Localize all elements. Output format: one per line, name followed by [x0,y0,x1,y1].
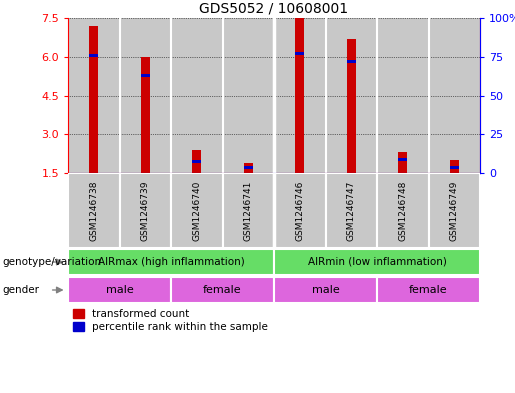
Text: female: female [409,285,448,295]
FancyBboxPatch shape [119,173,171,248]
Text: male: male [312,285,339,295]
Text: gender: gender [3,285,40,295]
Bar [89,26,98,173]
Bar [192,160,201,163]
Bar [244,166,253,169]
Bar [428,18,480,173]
Bar [398,152,407,173]
Bar [398,158,407,162]
FancyBboxPatch shape [377,173,428,248]
Text: GSM1246746: GSM1246746 [295,180,304,241]
Bar [347,60,356,63]
Text: AIRmax (high inflammation): AIRmax (high inflammation) [98,257,245,267]
Bar [171,18,222,173]
Bar [274,18,325,173]
Bar [141,57,150,173]
Bar [222,18,274,173]
Text: GSM1246738: GSM1246738 [89,180,98,241]
Bar [244,163,253,173]
Bar [192,150,201,173]
FancyBboxPatch shape [325,173,377,248]
Bar [450,160,459,173]
Bar [325,18,377,173]
Text: GSM1246748: GSM1246748 [398,180,407,241]
Bar [141,74,150,77]
FancyBboxPatch shape [274,277,377,303]
Bar [450,166,459,169]
Text: AIRmin (low inflammation): AIRmin (low inflammation) [307,257,447,267]
Title: GDS5052 / 10608001: GDS5052 / 10608001 [199,2,349,15]
Bar [347,39,356,173]
FancyBboxPatch shape [171,277,274,303]
FancyBboxPatch shape [274,173,325,248]
FancyBboxPatch shape [222,173,274,248]
Bar [68,18,119,173]
Text: GSM1246740: GSM1246740 [192,180,201,241]
Text: female: female [203,285,242,295]
Bar [89,54,98,57]
Text: male: male [106,285,133,295]
Bar [295,51,304,55]
Text: GSM1246741: GSM1246741 [244,180,253,241]
FancyBboxPatch shape [428,173,480,248]
FancyBboxPatch shape [377,277,480,303]
FancyBboxPatch shape [68,277,171,303]
Text: GSM1246747: GSM1246747 [347,180,356,241]
Legend: transformed count, percentile rank within the sample: transformed count, percentile rank withi… [73,309,268,332]
Bar [377,18,428,173]
FancyBboxPatch shape [171,173,222,248]
FancyBboxPatch shape [68,173,119,248]
Text: GSM1246749: GSM1246749 [450,180,459,241]
FancyBboxPatch shape [68,248,274,275]
FancyBboxPatch shape [274,248,480,275]
Bar [295,18,304,173]
Text: GSM1246739: GSM1246739 [141,180,150,241]
Text: genotype/variation: genotype/variation [3,257,101,267]
Bar [119,18,171,173]
